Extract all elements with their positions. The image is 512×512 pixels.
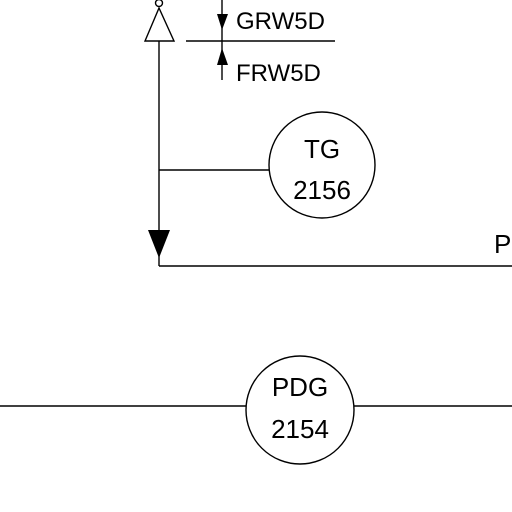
lower-line-tag: FRW5D (236, 60, 321, 87)
hollow-triangle-icon (143, 6, 176, 42)
pdg-code: PDG (272, 372, 328, 402)
vent-circle-icon (154, 0, 164, 8)
tag-arrow-up-icon (217, 48, 228, 65)
pdg-instrument-bubble (245, 355, 355, 465)
pdg-number: 2154 (271, 414, 329, 444)
upper-line-tag: GRW5D (236, 8, 325, 35)
flow-arrow-icon (148, 230, 170, 258)
tg-code: TG (304, 134, 340, 164)
tg-number: 2156 (293, 175, 351, 205)
tag-arrow-down-icon (217, 14, 228, 30)
cut-off-label: P (494, 229, 511, 259)
tg-instrument-bubble (268, 111, 376, 219)
